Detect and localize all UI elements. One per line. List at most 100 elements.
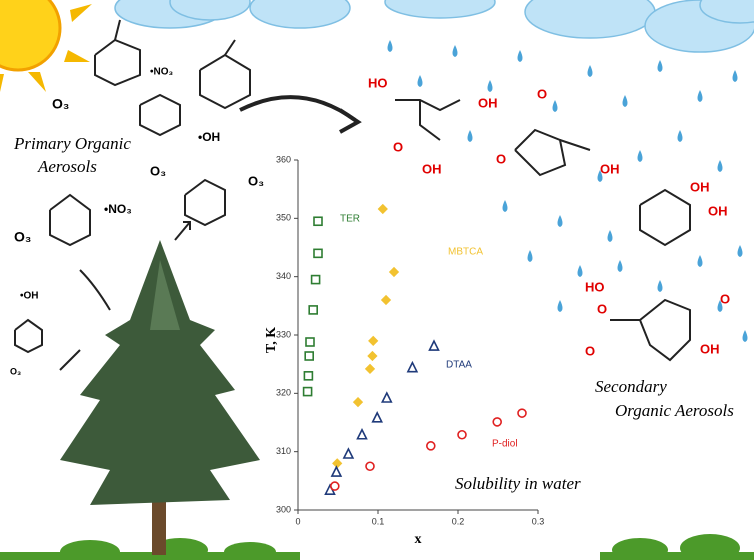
molecule-label: O	[393, 139, 403, 154]
series-label: P-diol	[492, 439, 518, 450]
data-point	[330, 465, 343, 477]
raindrop	[697, 90, 703, 102]
raindrop	[387, 40, 393, 52]
data-point	[356, 427, 368, 440]
raindrop	[517, 50, 523, 62]
data-point	[332, 458, 343, 469]
molecule-label: O₃	[150, 163, 166, 178]
raindrop	[717, 300, 723, 312]
arrows	[59, 95, 362, 371]
raindrop	[527, 250, 533, 262]
raindrop	[587, 65, 593, 77]
primary-caption: Aerosols	[37, 157, 97, 176]
molecule-label: HO	[368, 75, 388, 90]
data-point	[425, 441, 436, 451]
tree	[60, 240, 260, 555]
molecule-label: O	[496, 151, 506, 166]
molecule-label: •OH	[198, 130, 220, 144]
raindrop	[607, 230, 613, 242]
data-point	[304, 351, 315, 361]
y-tick-label: 350	[276, 213, 291, 223]
molecule-label: HO	[585, 279, 605, 294]
molecule-label: O	[537, 86, 547, 101]
data-point	[305, 337, 315, 347]
data-point	[457, 429, 467, 440]
primary-caption: Primary Organic	[13, 134, 131, 153]
series-label: MBTCA	[448, 247, 483, 258]
data-point	[380, 294, 392, 306]
raindrop	[737, 245, 743, 257]
scatter-chart: 300 310 320 330 340 350 360 0 0.1 0.2 0.3 T, K x TER M…	[264, 154, 544, 547]
data-point	[371, 411, 383, 423]
raindrop	[717, 160, 723, 172]
raindrop	[577, 265, 583, 277]
data-point	[302, 386, 313, 397]
molecule-label: OH	[708, 203, 728, 218]
raindrop	[552, 100, 558, 112]
molecule-label: O₃	[14, 229, 31, 245]
molecule-label: OH	[422, 161, 442, 176]
raindrop	[597, 170, 603, 182]
y-tick-label: 310	[276, 446, 291, 456]
data-point	[428, 339, 440, 351]
molecule-label: OH	[478, 95, 498, 110]
molecule-label: •NO₃	[104, 202, 132, 216]
data-point	[342, 447, 355, 459]
raindrop	[417, 75, 423, 87]
sun	[0, 0, 92, 92]
molecule-label: OH	[600, 161, 620, 176]
x-tick-label: 0	[295, 516, 300, 526]
x-tick-label: 0.3	[532, 516, 545, 526]
raindrop	[452, 45, 458, 57]
data-point	[303, 371, 314, 381]
series-label: DTAA	[446, 360, 472, 371]
raindrop	[557, 300, 563, 312]
raindrop	[467, 130, 473, 142]
data-point	[313, 216, 323, 227]
labels: Primary Organic Aerosols Secondary Organic …	[10, 67, 734, 493]
data-point	[367, 350, 378, 362]
data-point	[352, 396, 364, 408]
x-axis-label: x	[415, 532, 422, 547]
data-point	[388, 266, 400, 278]
data-point	[329, 481, 340, 491]
data-point	[381, 391, 393, 403]
molecule-drawings	[14, 19, 251, 354]
raindrop	[697, 255, 703, 267]
molecule-label: •NO₃	[150, 67, 174, 78]
x-tick-label: 0.2	[452, 516, 465, 526]
molecule-label: O	[720, 291, 730, 306]
molecule-label: OH	[700, 341, 720, 356]
y-tick-label: 300	[276, 504, 291, 514]
raindrop	[732, 70, 738, 82]
raindrop	[502, 200, 508, 212]
data-point	[308, 305, 319, 315]
raindrop	[637, 150, 643, 162]
data-point	[365, 461, 375, 472]
x-tick-label: 0.1	[372, 516, 385, 526]
y-tick-label: 360	[276, 154, 291, 164]
molecule-label: O₃	[248, 173, 264, 188]
red-molecules	[395, 99, 691, 362]
solubility-caption: Solubility in water	[455, 474, 581, 493]
raindrop	[487, 80, 493, 92]
secondary-caption: Organic Aerosols	[615, 401, 734, 420]
y-tick-label: 340	[276, 271, 291, 281]
y-tick-label: 320	[276, 388, 291, 398]
data-point	[517, 408, 527, 418]
data-point	[313, 248, 323, 259]
molecule-label: O₃	[10, 366, 21, 376]
secondary-caption: Secondary	[595, 377, 667, 396]
data-point	[368, 335, 379, 346]
data-point	[364, 363, 376, 374]
rain	[387, 40, 748, 342]
molecule-label: OH	[690, 179, 710, 194]
raindrop	[617, 260, 623, 272]
y-tick-label: 330	[276, 329, 291, 339]
molecule-label: O	[585, 343, 595, 358]
molecule-label: O	[597, 301, 607, 316]
raindrop	[657, 60, 663, 72]
series-label: TER	[340, 214, 360, 225]
y-axis-label: T, K	[264, 327, 279, 353]
